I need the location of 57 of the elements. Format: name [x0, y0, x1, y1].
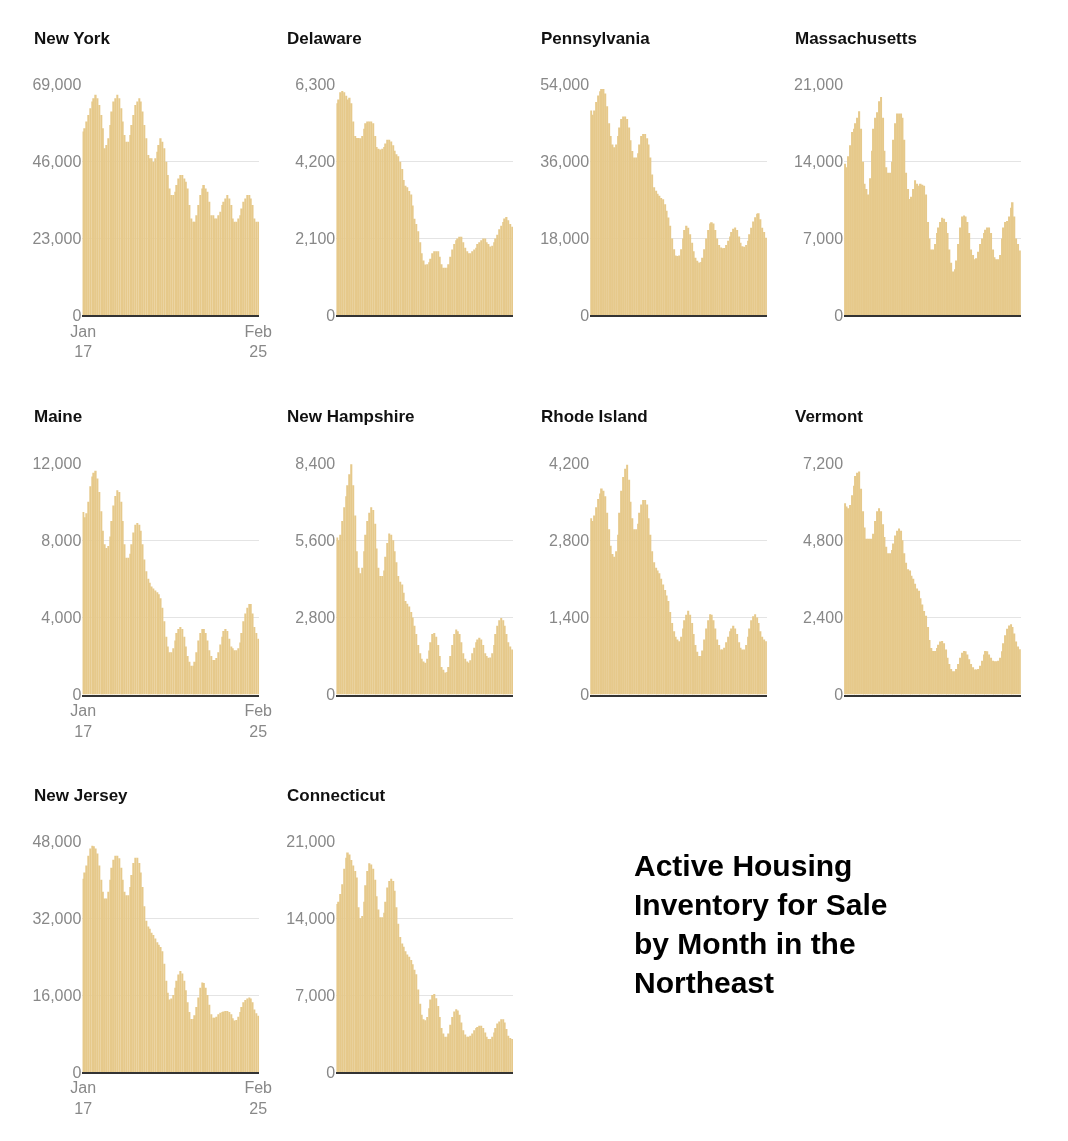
y-tick-label: 0: [326, 306, 336, 324]
y-tick-label: 7,000: [295, 986, 336, 1004]
y-tick-label: 0: [326, 686, 336, 704]
y-tick-label: 8,400: [295, 454, 336, 472]
y-tick-label: 4,200: [549, 454, 590, 472]
y-tick-label: 1,400: [549, 609, 590, 627]
y-tick-label: 2,800: [549, 531, 590, 549]
x-tick-label: Feb 25: [244, 322, 273, 361]
x-tick-label: Jan 17: [70, 701, 97, 740]
y-tick-label: 18,000: [540, 230, 590, 248]
chart-title: Connecticut: [287, 786, 386, 805]
y-tick-label: 14,000: [286, 909, 336, 927]
chart-title: Pennsylvania: [541, 29, 651, 48]
y-tick-label: 32,000: [32, 909, 82, 927]
x-tick-label: Feb 25: [244, 701, 273, 740]
y-tick-label: 21,000: [286, 833, 336, 850]
y-tick-label: 5,600: [295, 531, 336, 549]
chart-title: Rhode Island: [541, 407, 648, 426]
y-tick-label: 0: [834, 686, 844, 704]
y-tick-label: 48,000: [32, 833, 82, 850]
y-tick-label: 4,800: [803, 531, 844, 549]
x-tick-label: Jan 17: [70, 1079, 97, 1117]
y-tick-label: 14,000: [794, 153, 844, 171]
x-tick-label: Feb 25: [244, 1079, 273, 1117]
y-tick-label: 0: [580, 686, 590, 704]
y-tick-label: 36,000: [540, 153, 590, 171]
chart-title: New York: [34, 29, 111, 48]
y-tick-label: 54,000: [540, 76, 590, 94]
y-tick-label: 4,000: [41, 609, 82, 627]
y-tick-label: 0: [580, 306, 590, 324]
x-tick-label: Jan 17: [70, 322, 97, 361]
y-tick-label: 2,800: [295, 609, 336, 627]
y-tick-label: 0: [72, 686, 82, 704]
chart-title: New Hampshire: [287, 407, 415, 426]
y-tick-label: 69,000: [32, 76, 82, 94]
chart-title: Vermont: [795, 407, 864, 426]
chart-title: New Jersey: [34, 786, 129, 805]
y-tick-label: 46,000: [32, 153, 82, 171]
y-tick-label: 21,000: [794, 76, 844, 94]
text: Active Housing Inventory for Sale by Month in the Northeast: [634, 849, 888, 999]
y-tick-label: 0: [72, 1063, 82, 1081]
y-tick-label: 12,000: [32, 454, 82, 472]
y-tick-label: 0: [326, 1063, 336, 1081]
y-tick-label: 7,200: [803, 454, 844, 472]
y-tick-label: 2,100: [295, 230, 336, 248]
y-tick-label: 2,400: [803, 609, 844, 627]
y-tick-label: 23,000: [32, 230, 82, 248]
y-tick-label: 6,300: [295, 76, 336, 94]
chart-title: Maine: [34, 407, 83, 426]
y-tick-label: 7,000: [803, 230, 844, 248]
y-tick-label: 0: [72, 306, 82, 324]
y-tick-label: 8,000: [41, 531, 82, 549]
chart-title: Massachusetts: [795, 29, 917, 48]
y-tick-label: 4,200: [295, 153, 336, 171]
y-tick-label: 16,000: [32, 986, 82, 1004]
y-tick-label: 0: [834, 306, 844, 324]
chart-title: Delaware: [287, 29, 362, 48]
